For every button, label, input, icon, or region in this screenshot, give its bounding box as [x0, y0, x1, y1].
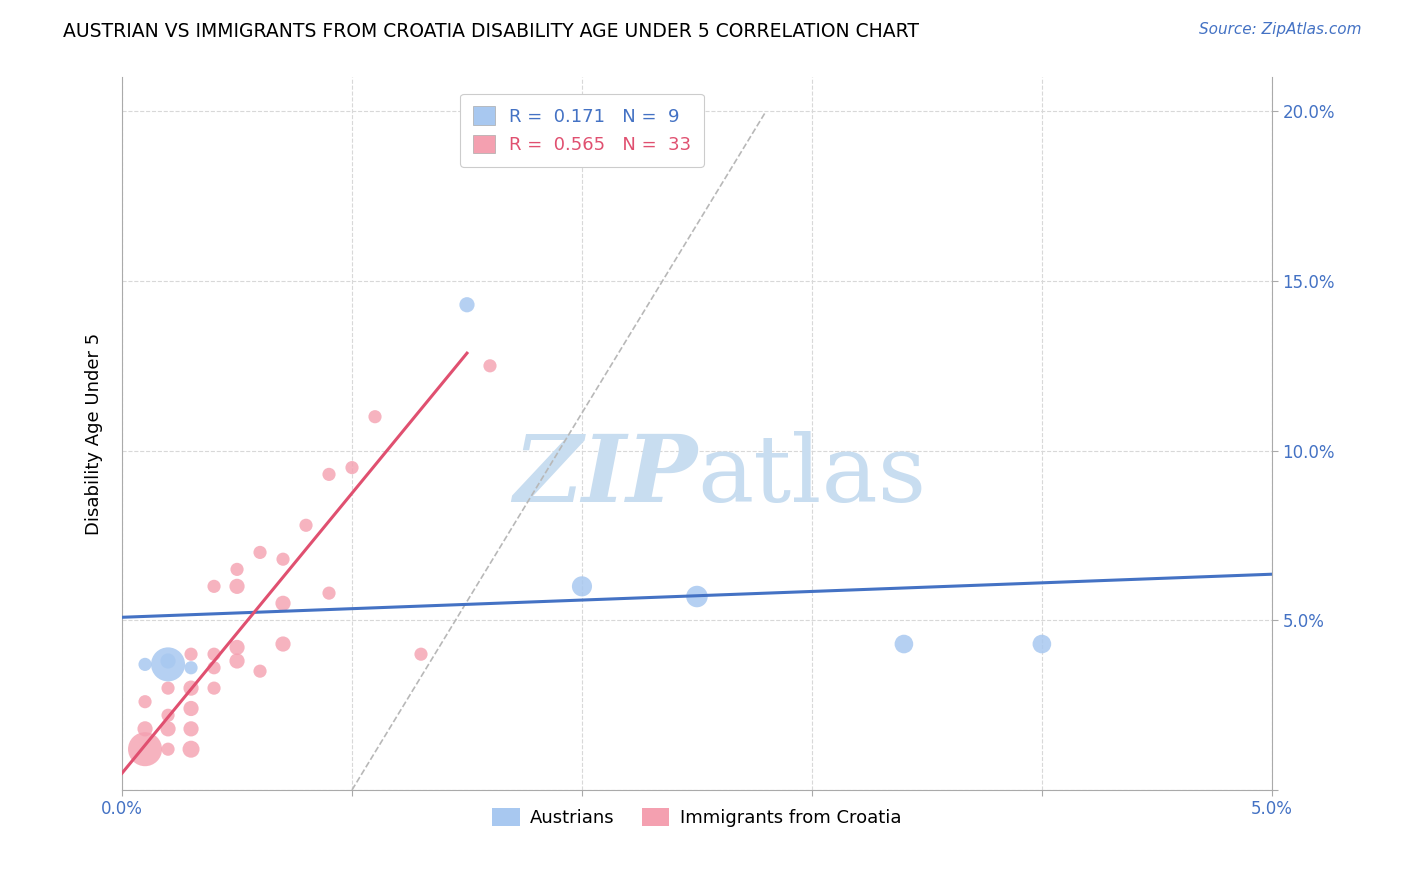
Y-axis label: Disability Age Under 5: Disability Age Under 5 — [86, 333, 103, 535]
Point — [226, 654, 249, 668]
Point — [134, 722, 156, 736]
Point — [226, 640, 249, 655]
Point — [157, 657, 180, 672]
Text: Source: ZipAtlas.com: Source: ZipAtlas.com — [1198, 22, 1361, 37]
Point — [249, 664, 271, 678]
Point — [202, 681, 225, 695]
Point — [202, 661, 225, 675]
Point — [893, 637, 915, 651]
Point — [180, 681, 202, 695]
Point — [226, 562, 249, 576]
Point — [134, 742, 156, 756]
Point — [157, 722, 180, 736]
Point — [157, 654, 180, 668]
Point — [249, 545, 271, 559]
Point — [157, 708, 180, 723]
Point — [1031, 637, 1053, 651]
Point — [180, 647, 202, 661]
Point — [180, 701, 202, 715]
Point — [571, 579, 593, 593]
Point — [271, 637, 294, 651]
Point — [180, 661, 202, 675]
Text: AUSTRIAN VS IMMIGRANTS FROM CROATIA DISABILITY AGE UNDER 5 CORRELATION CHART: AUSTRIAN VS IMMIGRANTS FROM CROATIA DISA… — [63, 22, 920, 41]
Text: atlas: atlas — [697, 432, 927, 522]
Point — [271, 552, 294, 566]
Point — [134, 695, 156, 709]
Point — [202, 647, 225, 661]
Point — [134, 657, 156, 672]
Text: ZIP: ZIP — [513, 432, 697, 522]
Point — [364, 409, 387, 424]
Point — [318, 586, 340, 600]
Point — [456, 298, 478, 312]
Point — [686, 590, 709, 604]
Point — [157, 681, 180, 695]
Point — [226, 579, 249, 593]
Point — [340, 460, 363, 475]
Point — [180, 742, 202, 756]
Point — [157, 742, 180, 756]
Point — [271, 596, 294, 610]
Point — [180, 722, 202, 736]
Point — [318, 467, 340, 482]
Point — [202, 579, 225, 593]
Point — [409, 647, 432, 661]
Point — [456, 121, 478, 136]
Point — [478, 359, 501, 373]
Legend: Austrians, Immigrants from Croatia: Austrians, Immigrants from Croatia — [485, 800, 908, 834]
Point — [295, 518, 318, 533]
